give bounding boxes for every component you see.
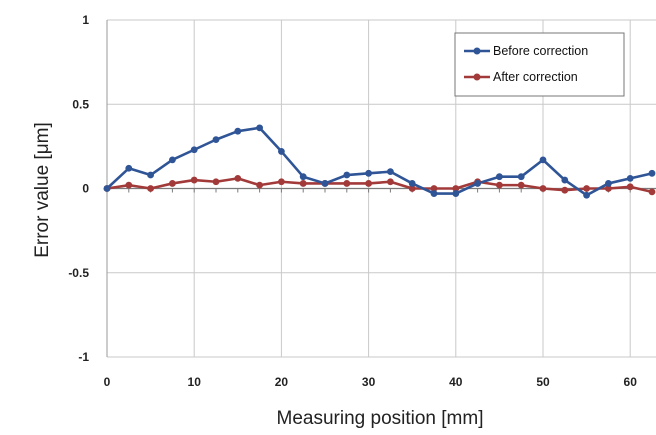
data-point-before — [321, 180, 329, 187]
data-point-after — [190, 176, 198, 184]
data-point-before — [430, 190, 438, 197]
data-point-after — [496, 181, 503, 189]
data-point-before — [583, 191, 590, 199]
data-point-before — [278, 148, 285, 155]
data-point-before — [539, 156, 547, 164]
data-point-after — [343, 180, 351, 187]
x-tick-label: 10 — [188, 375, 202, 389]
data-point-after — [430, 185, 438, 192]
legend-label-after: After correction — [493, 70, 578, 84]
y-tick-label: -1 — [78, 350, 89, 364]
data-point-after — [147, 185, 155, 192]
x-tick-label: 20 — [275, 375, 289, 389]
x-tick-label: 50 — [536, 375, 550, 389]
legend-box — [454, 32, 625, 97]
data-point-after — [234, 174, 242, 182]
y-tick-label: 0.5 — [72, 97, 89, 111]
x-axis-title: Measuring position [mm] — [277, 408, 484, 429]
data-point-after — [626, 183, 634, 191]
data-point-after — [299, 180, 307, 187]
data-point-before — [387, 168, 394, 176]
data-point-before — [408, 180, 416, 187]
data-point-after — [452, 185, 460, 192]
data-point-before — [169, 156, 176, 164]
data-point-after — [278, 178, 285, 186]
data-point-before — [626, 174, 634, 182]
data-point-before — [517, 173, 525, 181]
data-point-after — [605, 185, 612, 192]
series-group — [103, 124, 656, 199]
data-point-after — [539, 185, 547, 192]
data-point-after — [256, 181, 263, 189]
data-point-before — [561, 176, 569, 184]
data-point-after — [387, 178, 394, 186]
y-axis-title: Error value [μm] — [32, 122, 53, 258]
data-point-after — [125, 181, 133, 189]
data-point-before — [212, 136, 220, 144]
x-tick-label: 60 — [624, 375, 638, 389]
tick-labels: 1 0.5 0 -0.5 -1 0 10 20 30 40 50 60 — [68, 13, 637, 389]
data-point-before — [299, 173, 307, 181]
series-line-before — [106, 126, 653, 197]
data-point-after — [365, 180, 372, 187]
data-point-after — [169, 180, 176, 187]
y-tick-label: 0 — [82, 182, 89, 196]
data-point-before — [343, 171, 351, 179]
legend-marker-after — [473, 73, 481, 81]
data-point-before — [365, 169, 372, 177]
data-point-after — [561, 186, 569, 194]
data-point-before — [103, 185, 111, 192]
data-point-after — [583, 185, 590, 192]
series-line-after — [106, 177, 653, 194]
x-tick-label: 30 — [362, 375, 376, 389]
data-point-after — [408, 185, 416, 192]
legend-marker-before — [473, 47, 481, 55]
data-point-before — [190, 146, 198, 154]
x-tick-label: 0 — [104, 375, 111, 389]
data-point-after — [212, 178, 220, 186]
y-tick-label: -0.5 — [68, 266, 89, 280]
data-point-before — [605, 180, 612, 187]
x-tick-label: 40 — [449, 375, 463, 389]
data-point-before — [496, 173, 503, 181]
legend: Before correction After correction — [454, 32, 625, 97]
data-point-before — [452, 190, 460, 197]
data-point-before — [125, 164, 133, 172]
data-point-before — [256, 124, 263, 132]
data-point-before — [234, 127, 242, 135]
y-tick-label: 1 — [82, 13, 89, 27]
legend-label-before: Before correction — [493, 44, 588, 58]
data-point-before — [648, 169, 656, 177]
data-point-before — [474, 180, 481, 187]
data-point-after — [517, 181, 525, 189]
data-point-after — [648, 188, 656, 196]
data-point-before — [147, 171, 155, 179]
